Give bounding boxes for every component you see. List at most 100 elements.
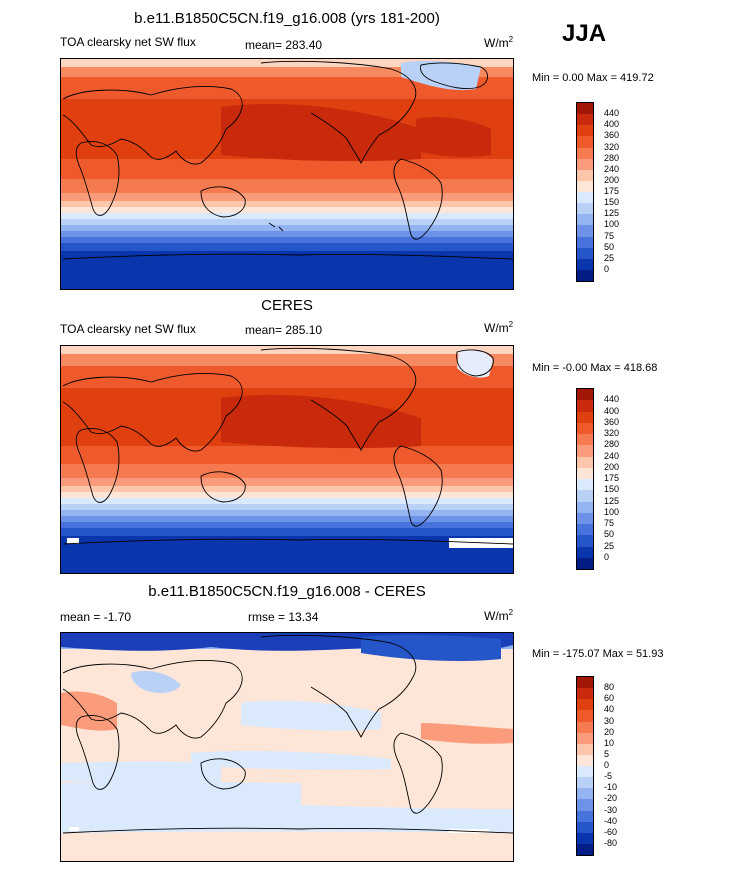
- colorbar-segment: [577, 535, 593, 547]
- colorbar-tick-label: 175: [604, 186, 620, 196]
- colorbar-segment: [577, 103, 593, 115]
- colorbar-segment: [577, 422, 593, 434]
- colorbar-segment: [577, 479, 593, 491]
- colorbar-tick-label: 60: [604, 693, 615, 704]
- colorbar-tick-label: 240: [604, 450, 620, 461]
- colorbar-tick-label: -20: [604, 793, 618, 804]
- season-label: JJA: [562, 20, 607, 47]
- colorbar-tick-label: 25: [604, 540, 615, 551]
- colorbar-segment: [577, 125, 593, 137]
- panel1-minmax: Min = 0.00 Max = 419.72: [532, 72, 654, 84]
- colorbar-tick-label: 240: [604, 163, 620, 174]
- colorbar-tick-label: 200: [604, 174, 620, 185]
- panel3-mean-label: mean = -1.70: [60, 610, 132, 624]
- colorbar-segment: [577, 400, 593, 412]
- colorbar-tick-label: 5: [604, 748, 610, 759]
- colorbar-segment: [577, 247, 593, 259]
- panel2-minmax: Min = -0.00 Max = 418.68: [532, 362, 658, 374]
- colorbar-tick-label: 125: [604, 208, 620, 219]
- colorbar-tick-label: -30: [604, 804, 618, 815]
- colorbar-segment: [577, 557, 593, 569]
- colorbar-segment: [577, 821, 593, 833]
- colorbar-segment: [577, 180, 593, 192]
- colorbar-segment: [577, 192, 593, 204]
- colorbar-segment: [577, 158, 593, 170]
- panel1-title: b.e11.B1850C5CN.f19_g16.008 (yrs 181-200…: [134, 10, 440, 27]
- colorbar-tick-label: 200: [604, 461, 620, 472]
- colorbar-tick-label: -10: [604, 782, 618, 793]
- panel2-colorbar: [576, 388, 594, 570]
- colorbar-segment: [577, 843, 593, 855]
- panel3-colorbar: [576, 676, 594, 856]
- colorbar-segment: [577, 721, 593, 733]
- colorbar-segment: [577, 501, 593, 513]
- colorbar-tick-label: 25: [604, 252, 615, 263]
- colorbar-tick-label: -5: [604, 771, 613, 782]
- colorbar-tick-label: 50: [604, 241, 615, 252]
- colorbar-segment: [577, 732, 593, 744]
- panel2-left-label: TOA clearsky net SW flux: [60, 322, 196, 336]
- colorbar-tick-label: 400: [604, 119, 620, 130]
- colorbar-tick-label: 440: [604, 108, 620, 119]
- colorbar-tick-label: 360: [604, 416, 620, 427]
- colorbar-segment: [577, 490, 593, 502]
- colorbar-segment: [577, 677, 593, 689]
- panel3-title: b.e11.B1850C5CN.f19_g16.008 - CERES: [148, 583, 426, 600]
- colorbar-segment: [577, 225, 593, 237]
- colorbar-tick-label: 40: [604, 704, 615, 715]
- panel1-mean-label: mean= 283.40: [245, 38, 323, 52]
- colorbar-tick-label: 440: [604, 394, 620, 405]
- colorbar-tick-label: 80: [604, 682, 615, 693]
- colorbar-segment: [577, 214, 593, 226]
- colorbar-segment: [577, 114, 593, 126]
- colorbar-segment: [577, 269, 593, 281]
- colorbar-tick-label: 360: [604, 130, 620, 141]
- panel3-units: W/m2: [484, 608, 514, 623]
- colorbar-segment: [577, 766, 593, 778]
- colorbar-segment: [577, 389, 593, 401]
- colorbar-segment: [577, 258, 593, 270]
- colorbar-segment: [577, 411, 593, 423]
- colorbar-tick-label: 150: [604, 197, 620, 208]
- colorbar-tick-label: 175: [604, 473, 620, 483]
- panel1-map: [60, 58, 514, 290]
- colorbar-segment: [577, 169, 593, 181]
- panel2-units: W/m2: [484, 320, 514, 335]
- panel2-mean-label: mean= 285.10: [245, 323, 323, 337]
- colorbar-tick-label: -40: [604, 815, 618, 826]
- colorbar-segment: [577, 236, 593, 248]
- colorbar-segment: [577, 832, 593, 844]
- colorbar-tick-label: 0: [604, 263, 610, 274]
- colorbar-segment: [577, 524, 593, 536]
- colorbar-tick-label: -80: [604, 837, 618, 848]
- colorbar-segment: [577, 467, 593, 479]
- colorbar-segment: [577, 688, 593, 700]
- colorbar-tick-label: 280: [604, 152, 620, 163]
- colorbar-tick-label: 0: [604, 551, 610, 562]
- colorbar-tick-label: 30: [604, 715, 615, 726]
- colorbar-tick-label: 20: [604, 726, 615, 737]
- panel1-colorbar: [576, 102, 594, 282]
- panel3-rmse-label: rmse = 13.34: [248, 610, 319, 624]
- colorbar-tick-label: 280: [604, 439, 620, 450]
- colorbar-tick-label: 400: [604, 405, 620, 416]
- colorbar-tick-label: 10: [604, 737, 615, 748]
- colorbar-tick-label: 75: [604, 518, 615, 528]
- colorbar-segment: [577, 434, 593, 446]
- colorbar-tick-label: 100: [604, 506, 620, 517]
- colorbar-tick-label: 125: [604, 495, 620, 506]
- colorbar-segment: [577, 754, 593, 766]
- colorbar-tick-label: 320: [604, 428, 620, 438]
- colorbar-segment: [577, 777, 593, 789]
- colorbar-tick-label: 100: [604, 219, 620, 230]
- colorbar-tick-label: 75: [604, 230, 615, 241]
- colorbar-tick-label: 50: [604, 529, 615, 540]
- colorbar-segment: [577, 456, 593, 468]
- colorbar-tick-label: 320: [604, 141, 620, 152]
- colorbar-tick-label: 150: [604, 484, 620, 495]
- colorbar-segment: [577, 799, 593, 811]
- colorbar-segment: [577, 788, 593, 800]
- colorbar-segment: [577, 203, 593, 215]
- colorbar-segment: [577, 136, 593, 148]
- panel1-units: W/m2: [484, 35, 514, 50]
